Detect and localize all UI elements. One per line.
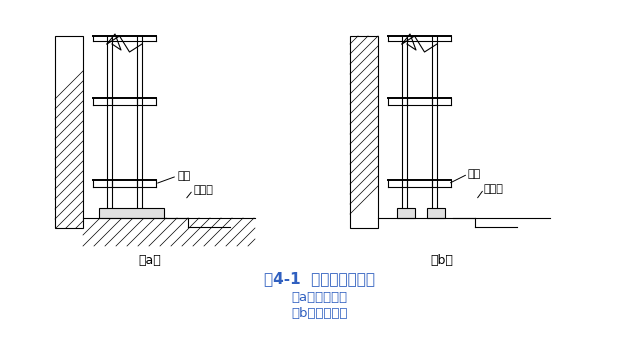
Bar [99, 208, 164, 218]
Text: 图4-1  普通脚手架基底: 图4-1 普通脚手架基底 [264, 271, 375, 286]
Text: 排水沟: 排水沟 [484, 184, 504, 194]
Text: （a）横铺垫板: （a）横铺垫板 [291, 291, 348, 304]
Text: 排水沟: 排水沟 [193, 185, 213, 195]
Text: （a）: （a） [139, 254, 162, 267]
Text: （b）: （b） [431, 254, 454, 267]
Text: 垫木: 垫木 [468, 169, 481, 179]
Bar [55, 36, 83, 228]
Bar [350, 36, 378, 228]
Text: （b）顺铺垫板: （b）顺铺垫板 [291, 307, 348, 320]
Text: 垫木: 垫木 [177, 171, 190, 181]
Bar [397, 208, 415, 218]
Bar [427, 208, 445, 218]
